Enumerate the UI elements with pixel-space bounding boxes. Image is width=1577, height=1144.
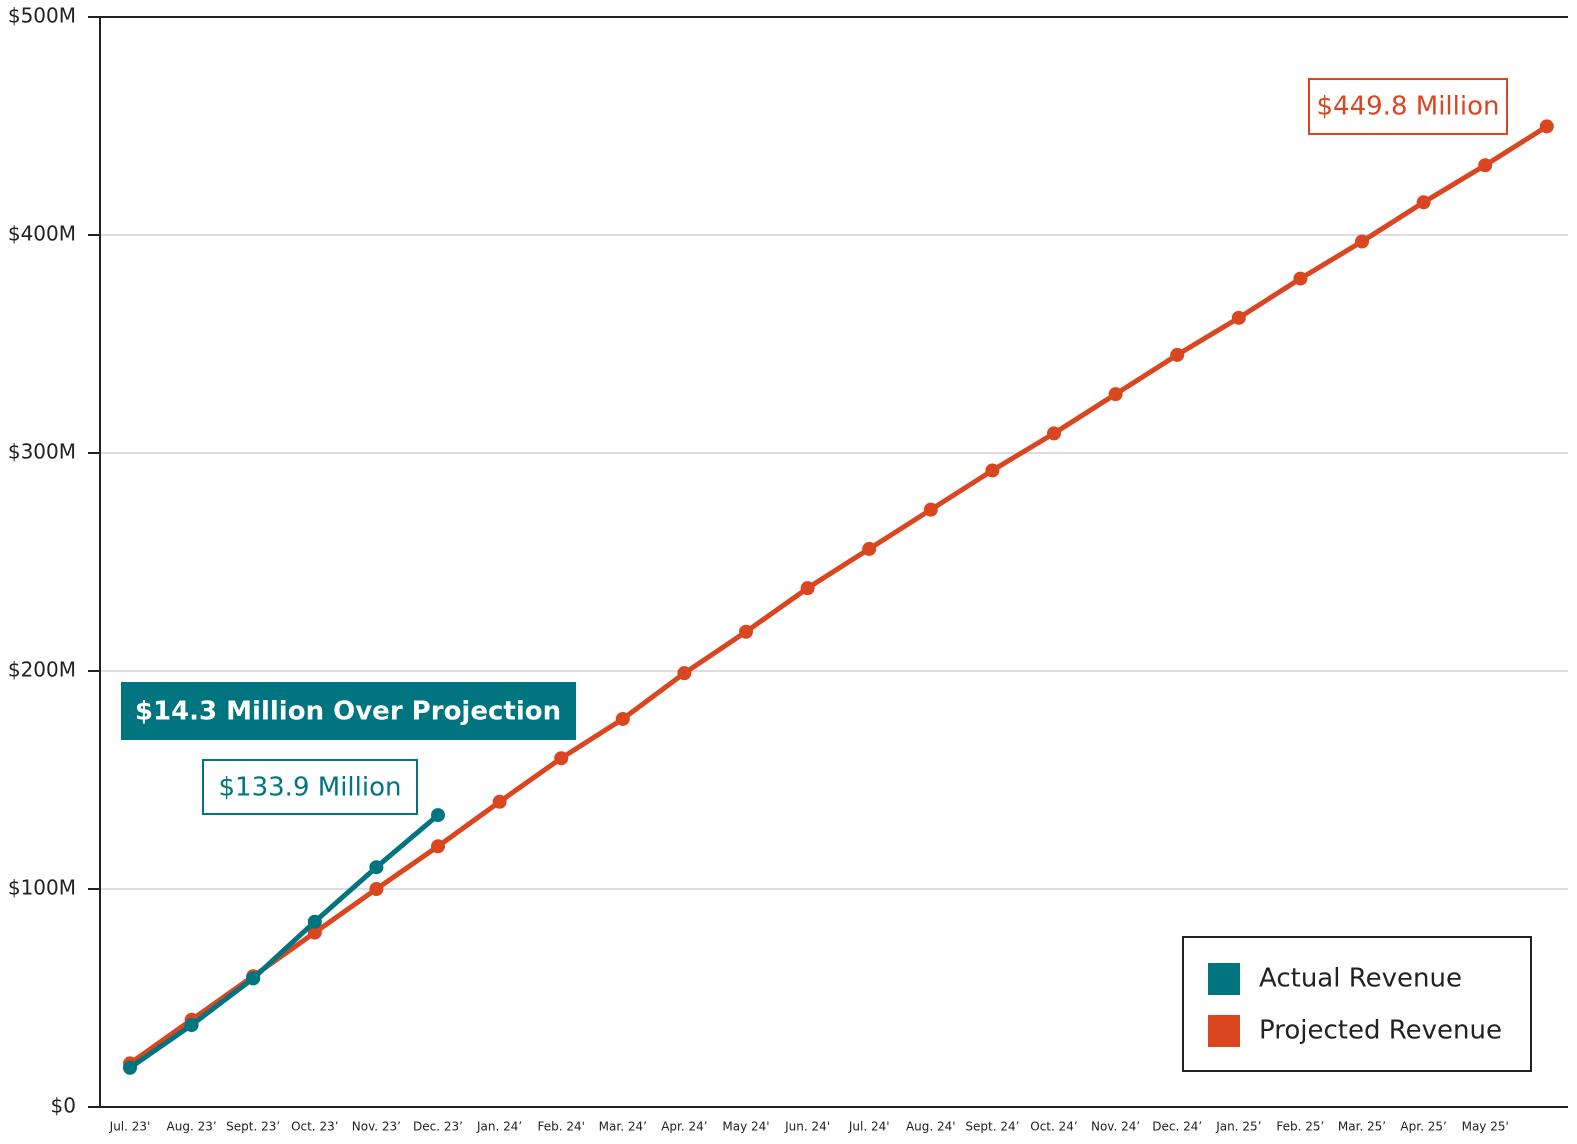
point (1478, 158, 1493, 173)
x-tick-label: Aug. 23’ (167, 1120, 217, 1134)
x-tick-label: Jan. 25’ (1215, 1120, 1261, 1134)
x-tick-label: Nov. 23’ (352, 1120, 401, 1134)
point (431, 839, 445, 854)
point (800, 581, 815, 596)
y-tick-label: $500M (8, 4, 76, 28)
point (246, 971, 261, 986)
point (369, 860, 384, 875)
point (431, 808, 445, 823)
point (1293, 271, 1308, 286)
x-tick-label: Jul. 24' (848, 1120, 890, 1134)
y-tick-label: $200M (8, 658, 76, 682)
x-tick-label: Mar. 25’ (1338, 1120, 1386, 1134)
annotation: $449.8 Million (1317, 92, 1500, 122)
x-tick-label: Oct. 23’ (291, 1120, 338, 1134)
legend-label: Projected Revenue (1259, 1016, 1502, 1046)
y-tick-label: $400M (8, 222, 76, 246)
x-tick-label: Jun. 24' (784, 1120, 830, 1134)
x-tick-label: May 24' (722, 1120, 769, 1134)
x-tick-label: Apr. 25’ (1400, 1120, 1446, 1134)
point (1231, 310, 1246, 325)
point (307, 925, 322, 940)
x-tick-label: Jul. 23' (109, 1120, 151, 1134)
point (554, 751, 569, 766)
point (862, 541, 877, 556)
x-tick-label: Sept. 24’ (965, 1120, 1019, 1134)
point (615, 711, 630, 726)
point (1047, 426, 1061, 441)
series-line (128, 813, 440, 1070)
x-tick-label: Aug. 24' (906, 1120, 956, 1134)
annotation-box (202, 759, 418, 815)
y-tick-label: $0 (51, 1094, 76, 1118)
x-tick-label: Feb. 25’ (1276, 1120, 1324, 1134)
legend-box (1182, 936, 1532, 1072)
point (677, 666, 692, 681)
legend-label: Actual Revenue (1259, 964, 1462, 994)
point (123, 1060, 137, 1075)
point (739, 624, 753, 639)
point (1539, 119, 1554, 134)
point (1355, 234, 1369, 249)
annotation-banner (121, 682, 576, 740)
point (184, 1018, 199, 1033)
y-tick-label: $300M (8, 440, 76, 464)
x-tick-label: Dec. 24’ (1152, 1120, 1202, 1134)
x-tick-label: Dec. 23’ (413, 1120, 463, 1134)
x-tick-label: Sept. 23’ (226, 1120, 280, 1134)
point (492, 794, 507, 809)
point (1416, 195, 1431, 210)
x-tick-label: Apr. 24’ (661, 1120, 707, 1134)
series-line (128, 124, 1549, 1066)
annotation: $14.3 Million Over Projection (135, 697, 561, 727)
annotation-box (1308, 78, 1508, 135)
x-tick-label: Jan. 24’ (476, 1120, 522, 1134)
legend-swatch (1208, 963, 1240, 995)
x-tick-label: Mar. 24’ (599, 1120, 647, 1134)
point (369, 882, 384, 896)
legend-swatch (1208, 1015, 1240, 1047)
point (985, 463, 1000, 478)
point (307, 914, 322, 929)
x-tick-label: Nov. 24’ (1091, 1120, 1140, 1134)
point (1170, 347, 1185, 362)
annotation: $133.9 Million (219, 773, 402, 803)
x-tick-label: May 25' (1462, 1120, 1509, 1134)
x-tick-label: Oct. 24’ (1030, 1120, 1077, 1134)
x-tick-label: Feb. 24' (537, 1120, 584, 1134)
y-tick-label: $100M (8, 876, 76, 900)
point (1108, 387, 1123, 402)
point (923, 502, 938, 517)
